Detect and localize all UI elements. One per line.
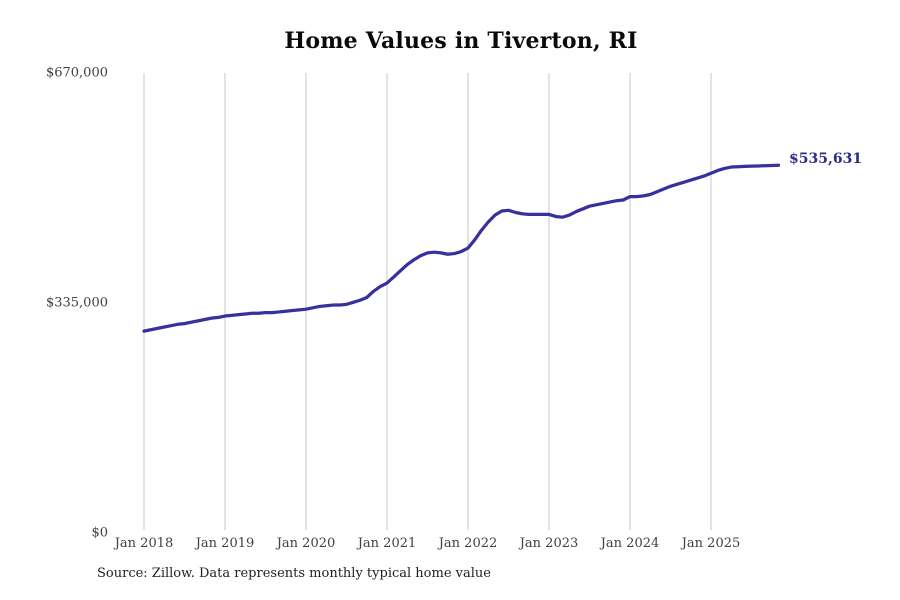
y-tick-label-0: $0 [91,525,108,541]
x-tick-label-jan-2024: Jan 2024 [600,536,660,551]
x-tick-label-jan-2019: Jan 2019 [195,536,255,551]
y-tick-label-335000: $335,000 [45,295,108,311]
source-note: Source: Zillow. Data represents monthly … [97,566,491,581]
chart-title: Home Values in Tiverton, RI [284,28,638,54]
x-tick-label-jan-2025: Jan 2025 [681,536,741,551]
x-tick-label-jan-2023: Jan 2023 [519,536,579,551]
year-gridlines [143,73,712,530]
x-tick-label-jan-2020: Jan 2020 [276,536,336,551]
x-tick-label-jan-2018: Jan 2018 [114,536,174,551]
x-tick-label-jan-2021: Jan 2021 [357,536,417,551]
y-tick-label-670000: $670,000 [45,65,108,81]
x-tick-label-jan-2022: Jan 2022 [438,536,498,551]
home-value-line [142,163,781,333]
current-value-label: $535,631 [789,151,863,167]
